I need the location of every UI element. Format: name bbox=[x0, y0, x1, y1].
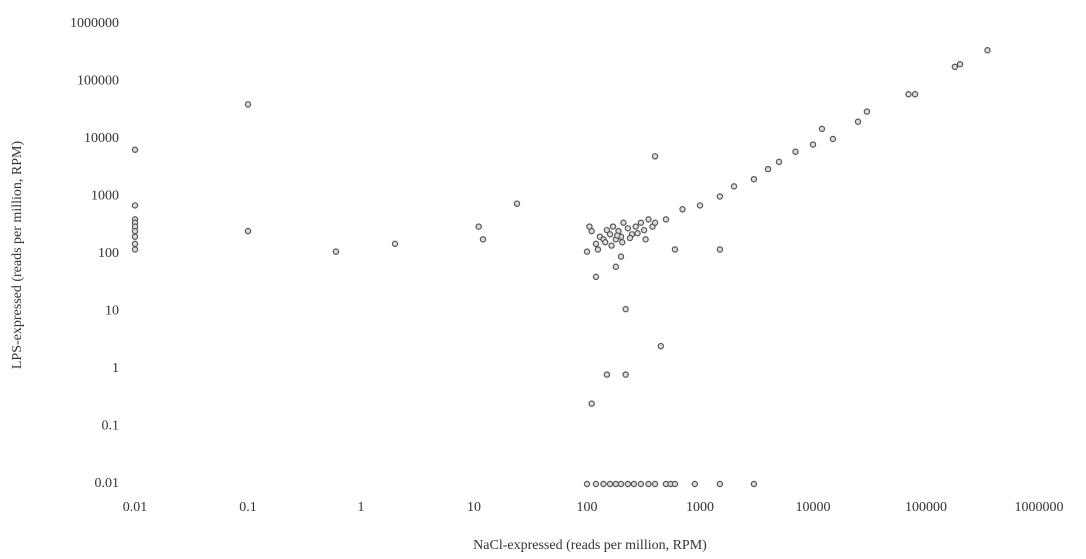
point bbox=[593, 481, 598, 486]
point bbox=[957, 62, 962, 67]
point bbox=[672, 247, 677, 252]
point bbox=[245, 229, 250, 234]
point bbox=[132, 147, 137, 152]
point bbox=[819, 126, 824, 131]
point bbox=[593, 241, 598, 246]
point bbox=[589, 401, 594, 406]
point bbox=[132, 247, 137, 252]
point bbox=[672, 481, 677, 486]
point bbox=[627, 235, 632, 240]
y-axis-title: LPS-expressed (reads per million, RPM) bbox=[10, 141, 25, 370]
y-tick-label: 0.01 bbox=[95, 476, 120, 491]
point bbox=[245, 102, 250, 107]
x-tick-label: 10 bbox=[467, 500, 481, 515]
point bbox=[587, 224, 592, 229]
point bbox=[717, 194, 722, 199]
point bbox=[610, 224, 615, 229]
point bbox=[480, 237, 485, 242]
point bbox=[618, 481, 623, 486]
x-tick-label: 1000000 bbox=[1015, 500, 1064, 515]
point bbox=[776, 159, 781, 164]
point bbox=[623, 307, 628, 312]
point bbox=[603, 240, 608, 245]
point bbox=[652, 154, 657, 159]
point bbox=[476, 224, 481, 229]
point bbox=[392, 241, 397, 246]
point bbox=[514, 201, 519, 206]
chart: NaCl-expressed (reads per million, RPM) … bbox=[0, 0, 1086, 559]
y-tick-label: 1000000 bbox=[70, 16, 119, 31]
point bbox=[132, 203, 137, 208]
x-tick-label: 1000 bbox=[686, 500, 714, 515]
point bbox=[595, 247, 600, 252]
point bbox=[765, 166, 770, 171]
y-tick-label: 10000 bbox=[84, 131, 119, 146]
point bbox=[646, 217, 651, 222]
y-tick-label: 1000 bbox=[91, 189, 119, 204]
x-tick-label: 0.01 bbox=[123, 500, 148, 515]
x-tick-label: 100000 bbox=[905, 500, 947, 515]
point bbox=[697, 203, 702, 208]
point bbox=[132, 234, 137, 239]
point bbox=[607, 481, 612, 486]
point bbox=[830, 136, 835, 141]
point bbox=[584, 249, 589, 254]
point bbox=[620, 240, 625, 245]
point bbox=[663, 217, 668, 222]
point bbox=[652, 481, 657, 486]
point bbox=[607, 232, 612, 237]
x-tick-label: 10000 bbox=[796, 500, 831, 515]
x-axis-title: NaCl-expressed (reads per million, RPM) bbox=[473, 538, 707, 553]
y-tick-label: 100 bbox=[98, 246, 119, 261]
point bbox=[646, 481, 651, 486]
point bbox=[613, 264, 618, 269]
point bbox=[132, 229, 137, 234]
point bbox=[615, 233, 620, 238]
point bbox=[631, 481, 636, 486]
x-tick-label: 1 bbox=[358, 500, 365, 515]
point bbox=[731, 184, 736, 189]
point bbox=[985, 48, 990, 53]
point bbox=[641, 228, 646, 233]
point bbox=[635, 231, 640, 236]
point bbox=[952, 64, 957, 69]
point bbox=[912, 92, 917, 97]
point bbox=[855, 119, 860, 124]
point bbox=[132, 241, 137, 246]
point bbox=[717, 247, 722, 252]
point bbox=[864, 109, 869, 114]
point bbox=[692, 481, 697, 486]
point bbox=[623, 372, 628, 377]
point bbox=[609, 243, 614, 248]
point bbox=[680, 207, 685, 212]
point bbox=[652, 220, 657, 225]
point bbox=[613, 481, 618, 486]
y-tick-label: 100000 bbox=[77, 74, 119, 89]
point bbox=[604, 372, 609, 377]
point bbox=[593, 274, 598, 279]
y-tick-label: 0.1 bbox=[102, 419, 120, 434]
x-tick-label: 0.1 bbox=[239, 500, 257, 515]
point bbox=[658, 344, 663, 349]
x-tick-label: 100 bbox=[577, 500, 598, 515]
y-tick-label: 1 bbox=[112, 361, 119, 376]
point bbox=[793, 149, 798, 154]
point bbox=[601, 481, 606, 486]
point bbox=[625, 481, 630, 486]
point bbox=[643, 237, 648, 242]
point bbox=[633, 224, 638, 229]
point bbox=[751, 177, 756, 182]
point bbox=[638, 481, 643, 486]
point bbox=[906, 92, 911, 97]
y-tick-label: 10 bbox=[105, 304, 119, 319]
point bbox=[810, 142, 815, 147]
point bbox=[625, 226, 630, 231]
point bbox=[584, 481, 589, 486]
point bbox=[638, 220, 643, 225]
point bbox=[751, 481, 756, 486]
point bbox=[333, 249, 338, 254]
point bbox=[618, 254, 623, 259]
point bbox=[621, 220, 626, 225]
point bbox=[717, 481, 722, 486]
